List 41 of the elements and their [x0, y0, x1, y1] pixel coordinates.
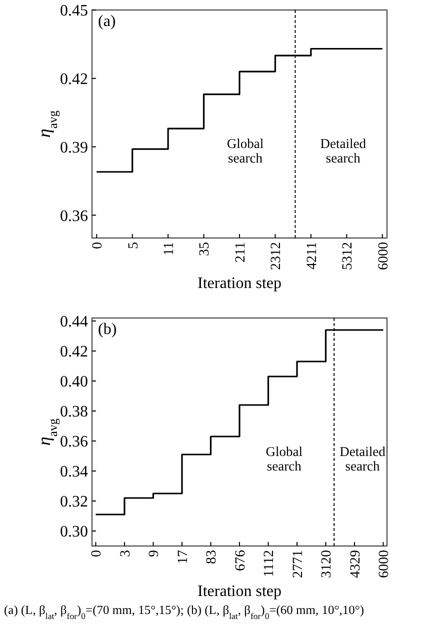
x-tick-label: 0 [90, 242, 106, 249]
x-tick-label: 6000 [376, 242, 392, 270]
x-tick-label: 4329 [348, 550, 364, 578]
x-tick-label: 0 [90, 550, 105, 557]
x-tick-label: 2771 [290, 550, 306, 578]
y-tick-label: 0.42 [60, 71, 88, 88]
annotation: Detailed search [340, 444, 386, 474]
x-tick-label: 11 [162, 242, 177, 256]
y-tick-label: 0.36 [60, 208, 88, 225]
annotation: Global search [266, 444, 303, 474]
x-tick-label: 2312 [269, 242, 284, 270]
y-tick-label: 0.39 [60, 139, 88, 156]
text: (a) (L, β$_{lat}$, β$_{for}$)$_{0}$=(70 mm, 15°,15°); (b) (L, β$_{lat}$, β$_{for}$)$_{0}$=(60 mm, 10°,10°) [4, 603, 364, 621]
y-tick-label: 0.30 [60, 524, 88, 541]
y-tick-label: 0.40 [60, 374, 88, 391]
x-tick-label: 9 [147, 550, 162, 557]
y-tick-label: 0.42 [60, 344, 88, 361]
x-tick-label: 211 [233, 242, 248, 262]
y-tick-label: 0.32 [60, 494, 88, 511]
x-tick-label: 3 [118, 550, 134, 557]
x-tick-label: 3120 [320, 550, 335, 578]
x-tick-label: 83 [204, 550, 220, 564]
chart-title: (b) [98, 321, 117, 338]
x-axis-title: Iteration step [198, 275, 282, 292]
x-axis-title: Iteration step [198, 583, 282, 600]
y-tick-label: 0.45 [60, 2, 88, 20]
annotation: Global search [226, 136, 264, 166]
x-tick-label: 5 [126, 242, 142, 249]
y-tick-label: 0.34 [60, 464, 88, 481]
x-tick-label: 6000 [377, 550, 392, 578]
x-tick-label: 4211 [304, 242, 320, 270]
y-tick-label: 0.36 [60, 434, 88, 451]
x-tick-label: 5312 [340, 242, 356, 270]
y-tick-label: 0.44 [60, 314, 88, 331]
x-tick-label: 17 [176, 550, 191, 564]
x-tick-label: 35 [198, 242, 213, 256]
x-tick-label: 1112 [262, 550, 278, 577]
annotation: Detailed search [320, 136, 366, 166]
chart-title: (a) [98, 13, 116, 30]
x-tick-label: 676 [233, 550, 248, 571]
y-tick-label: 0.38 [60, 404, 88, 421]
